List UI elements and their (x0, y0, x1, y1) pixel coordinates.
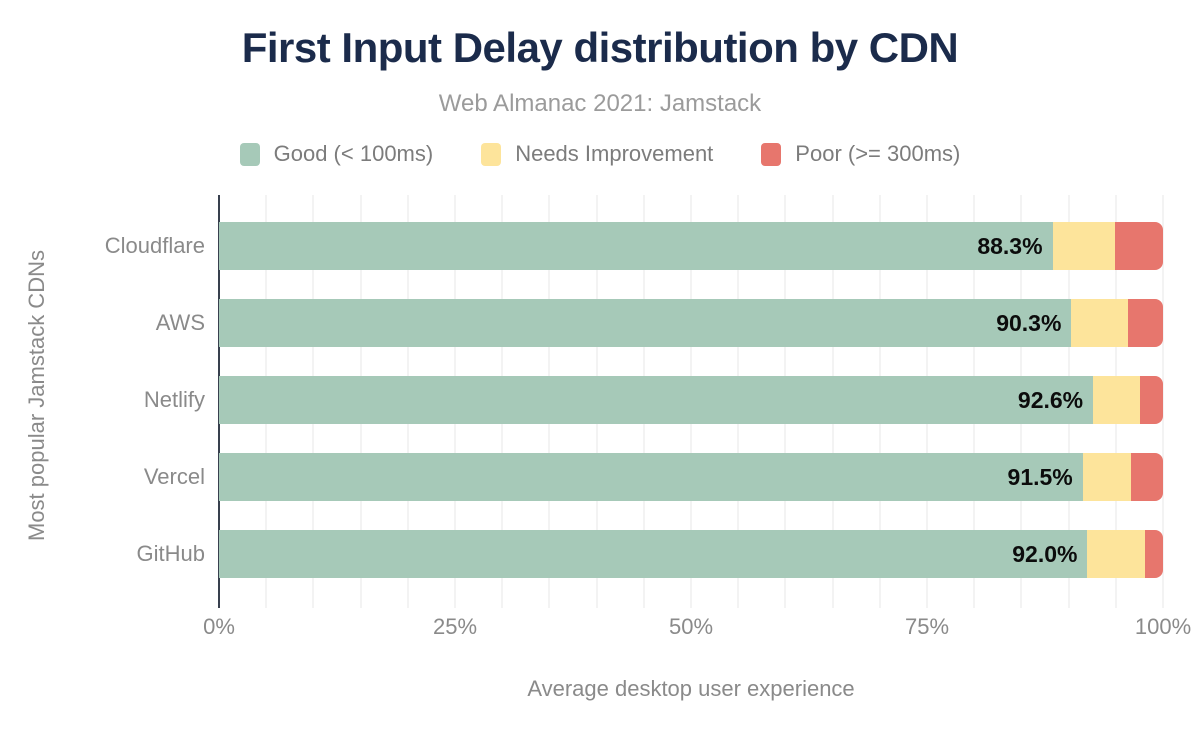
x-tick-label: 50% (668, 614, 714, 639)
bar-segment-good-100ms: 90.3% (219, 299, 1072, 347)
bar-segment-poor-300ms (1145, 530, 1163, 578)
legend-label: Needs Improvement (515, 141, 714, 166)
bar-value-label: 90.3% (996, 310, 1062, 336)
legend: Good (< 100ms) Needs Improvement Poor (>… (0, 141, 1200, 167)
bar-value-label: 88.3% (977, 233, 1043, 259)
legend-swatch-icon (761, 142, 782, 166)
bar-row: 88.3% Cloudflare (105, 222, 1163, 270)
legend-item: Good (< 100ms) (239, 141, 434, 167)
bar-segment-good-100ms: 92.6% (219, 376, 1094, 424)
chart-title: First Input Delay distribution by CDN (241, 24, 959, 71)
bar-segment-good-100ms: 91.5% (219, 453, 1083, 501)
bar-segment-needs-improvement (1052, 222, 1115, 270)
bar-segment-needs-improvement (1093, 376, 1141, 424)
bar-segment-poor-300ms (1128, 299, 1163, 347)
x-axis-title: Average desktop user experience (527, 676, 855, 701)
bar-value-label: 92.6% (1017, 387, 1084, 413)
category-label: Cloudflare (104, 233, 205, 258)
x-tick-label: 25% (432, 614, 478, 639)
bar-segment-needs-improvement (1087, 530, 1146, 578)
legend-label: Poor (>= 300ms) (795, 141, 961, 166)
category-label: AWS (155, 310, 205, 335)
x-tick-label: 75% (904, 614, 950, 639)
bar-row: 92.6% Netlify (144, 376, 1163, 424)
bar-segment-poor-300ms (1114, 222, 1163, 270)
legend-label: Good (< 100ms) (273, 141, 434, 166)
category-label: Netlify (143, 387, 205, 412)
legend-item: Poor (>= 300ms) (761, 141, 960, 167)
bar-segment-poor-300ms (1140, 376, 1163, 424)
plot-area: 88.3% Cloudflare 90.3% AWS 92.6% Netlify 91… (105, 195, 1191, 639)
chart-subtitle: Web Almanac 2021: Jamstack (438, 90, 762, 117)
bar-row: 90.3% AWS (156, 299, 1163, 347)
x-tick-label: 100% (1134, 614, 1192, 639)
bar-segment-needs-improvement (1082, 453, 1131, 501)
y-axis-title: Most popular Jamstack CDNs (24, 250, 49, 542)
bar-row: 91.5% Vercel (144, 453, 1163, 501)
legend-item: Needs Improvement (481, 141, 713, 167)
bar-segment-good-100ms: 92.0% (219, 530, 1088, 578)
bar-value-label: 92.0% (1012, 541, 1078, 567)
gridline (1162, 195, 1164, 608)
legend-swatch-icon (481, 142, 502, 166)
category-label: GitHub (136, 541, 205, 566)
category-label: Vercel (143, 464, 205, 489)
legend-swatch-icon (239, 142, 260, 166)
bar-segment-needs-improvement (1071, 299, 1129, 347)
x-tick-label: 0% (203, 614, 235, 639)
bar-row: 92.0% GitHub (137, 530, 1163, 578)
bar-segment-poor-300ms (1130, 453, 1163, 501)
bar-segment-good-100ms: 88.3% (219, 222, 1053, 270)
bar-value-label: 91.5% (1007, 464, 1073, 490)
